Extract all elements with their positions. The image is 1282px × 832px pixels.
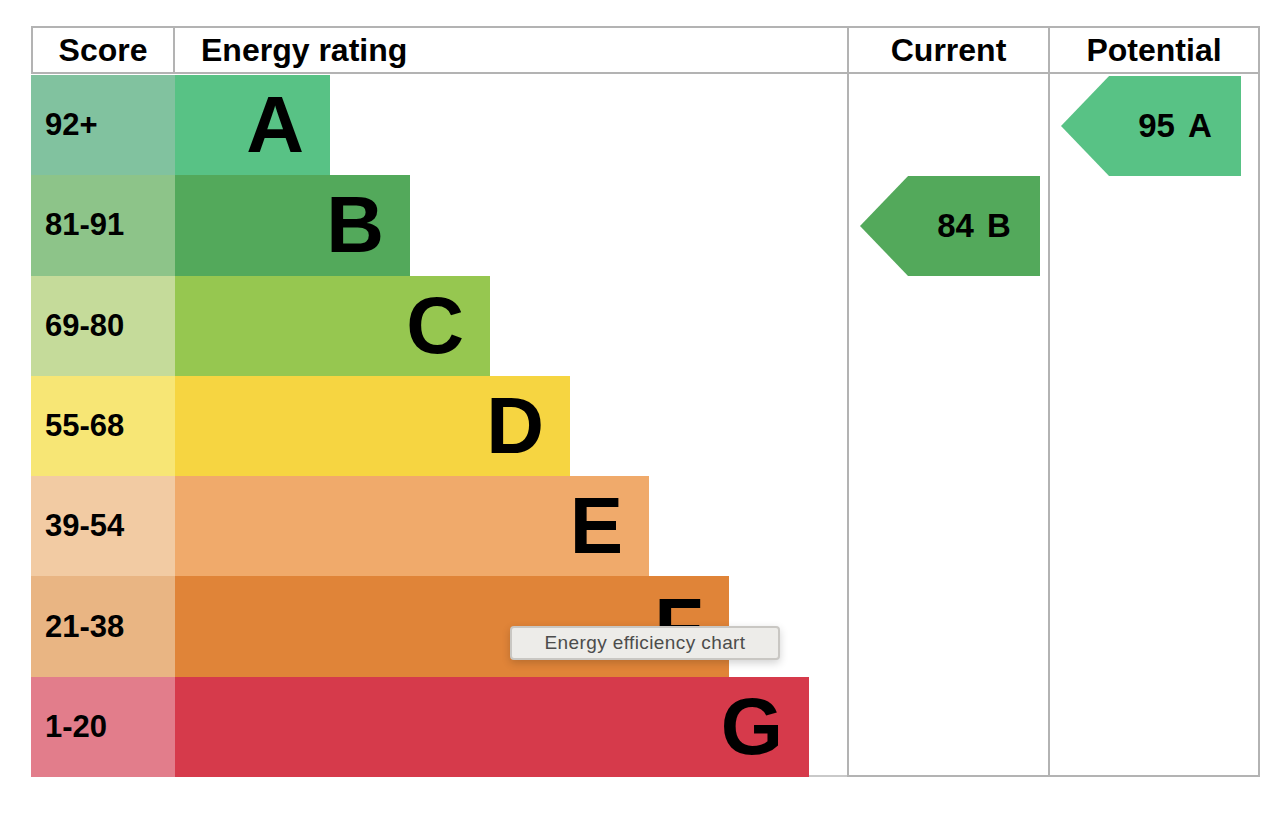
band-row-d: 55-68 D (31, 376, 849, 476)
header-score: Score (31, 26, 175, 74)
band-bar-d: D (175, 376, 570, 476)
band-row-c: 69-80 C (31, 276, 849, 376)
band-letter-b: B (326, 185, 384, 265)
header-energy-rating: Energy rating (173, 26, 849, 74)
band-row-a: 92+ A (31, 75, 849, 175)
band-bar-g: G (175, 677, 809, 777)
band-bar-a: A (175, 75, 330, 175)
band-row-e: 39-54 E (31, 476, 849, 576)
score-range-d: 55-68 (31, 376, 175, 476)
potential-column (1048, 72, 1260, 777)
band-letter-c: C (406, 286, 464, 366)
score-range-c: 69-80 (31, 276, 175, 376)
current-letter: B (987, 207, 1011, 245)
score-range-f: 21-38 (31, 576, 175, 676)
band-letter-a: A (246, 85, 304, 165)
potential-letter: A (1188, 107, 1212, 145)
header-potential: Potential (1048, 26, 1260, 74)
potential-score: 95 (1138, 107, 1175, 145)
hover-tooltip: Energy efficiency chart (510, 626, 780, 660)
band-row-g: 1-20 G (31, 677, 849, 777)
score-range-b: 81-91 (31, 175, 175, 275)
band-row-b: 81-91 B (31, 175, 849, 275)
band-bar-e: E (175, 476, 649, 576)
band-letter-g: G (721, 687, 783, 767)
current-rating-text: 84 B (937, 207, 1011, 245)
band-letter-e: E (570, 486, 623, 566)
energy-efficiency-chart: Score Energy rating Current Potential 92… (0, 0, 1282, 832)
score-range-e: 39-54 (31, 476, 175, 576)
band-bar-c: C (175, 276, 490, 376)
score-range-g: 1-20 (31, 677, 175, 777)
score-range-a: 92+ (31, 75, 175, 175)
band-rows: 92+ A 81-91 B 69-80 C 55-68 D 39-54 (31, 75, 849, 777)
band-letter-d: D (486, 386, 544, 466)
current-score: 84 (937, 207, 974, 245)
band-bar-b: B (175, 175, 410, 275)
header-current: Current (847, 26, 1050, 74)
potential-rating-text: 95 A (1138, 107, 1212, 145)
